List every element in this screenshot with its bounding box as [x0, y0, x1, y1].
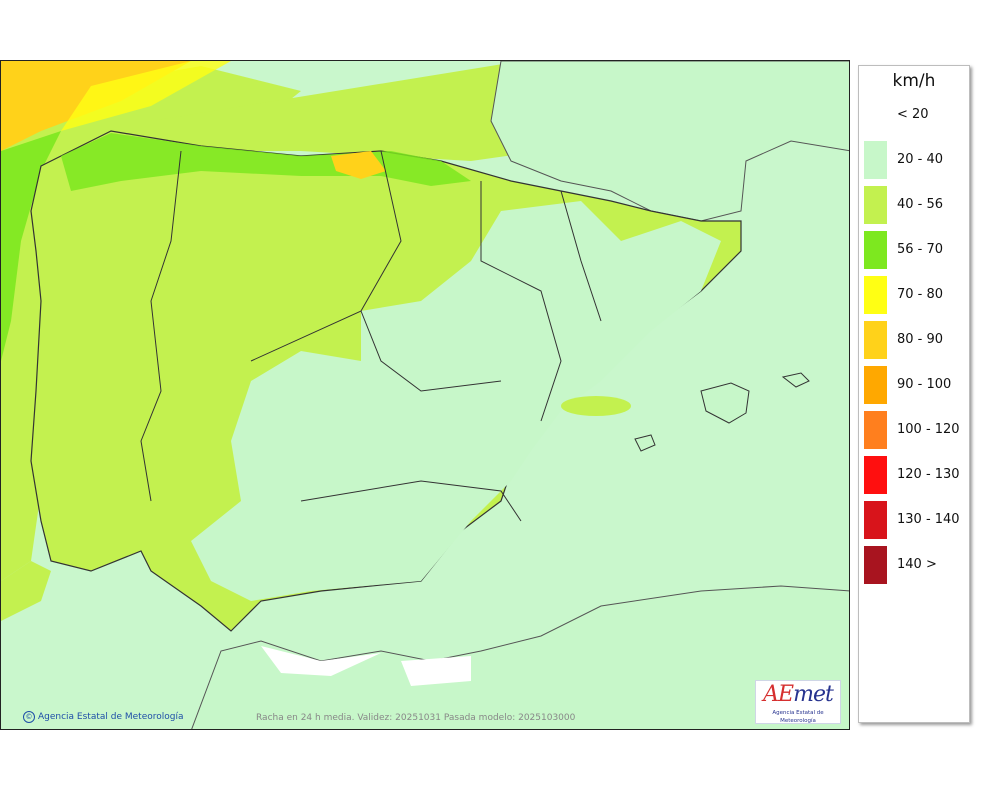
africa-coast-band-2 — [401, 656, 471, 686]
legend-item: 130 - 140 — [864, 501, 969, 539]
legend-swatch — [864, 186, 887, 224]
north-africa-land — [191, 585, 849, 729]
legend-swatch — [864, 231, 887, 269]
mediterranean-gust-patch — [561, 396, 631, 416]
legend-label: 40 - 56 — [897, 197, 944, 212]
legend-label: 140 > — [897, 557, 937, 572]
copyright-icon: © — [23, 711, 35, 723]
africa-coast-band — [261, 646, 381, 676]
copyright-text: Agencia Estatal de Meteorología — [38, 712, 184, 722]
legend-item: 70 - 80 — [864, 276, 969, 314]
legend-title: km/h — [892, 71, 936, 91]
central-low-gust-area — [191, 201, 721, 601]
legend-swatch — [864, 96, 887, 134]
legend-item: 56 - 70 — [864, 231, 969, 269]
logo-brand: AEmet — [763, 682, 834, 707]
ibiza — [634, 434, 656, 452]
legend-item: 120 - 130 — [864, 456, 969, 494]
legend-item: 140 > — [864, 546, 969, 584]
legend-item: < 20 — [864, 96, 969, 134]
legend-item: 40 - 56 — [864, 186, 969, 224]
legend-label: 100 - 120 — [897, 422, 960, 437]
legend-panel: km/h < 20 20 - 40 40 - 56 56 - 70 70 - 80 80 … — [858, 65, 970, 723]
legend-swatch — [864, 276, 887, 314]
wind-gust-map: © Agencia Estatal de Meteorología Racha … — [0, 60, 850, 730]
aemet-logo: AEmet Agencia Estatal de Meteorología — [755, 680, 841, 724]
legend-swatch — [864, 366, 887, 404]
legend-swatch — [864, 501, 887, 539]
northwest-yellow-gust — [61, 61, 231, 131]
legend-label: 80 - 90 — [897, 332, 944, 347]
region-borders — [140, 150, 602, 522]
map-graphic — [1, 61, 849, 729]
legend-item: 80 - 90 — [864, 321, 969, 359]
legend-label: 70 - 80 — [897, 287, 944, 302]
cantabrian-yellow-gust — [331, 151, 386, 179]
legend-swatch — [864, 456, 887, 494]
south-atlantic-band — [1, 561, 51, 621]
logo-subtitle: Agencia Estatal de Meteorología — [772, 710, 824, 724]
mallorca — [700, 382, 750, 424]
legend-label: 56 - 70 — [897, 242, 944, 257]
copyright-notice: © Agencia Estatal de Meteorología — [23, 711, 184, 723]
map-caption: Racha en 24 h media. Validez: 20251031 P… — [256, 713, 576, 723]
legend-swatch — [864, 141, 887, 179]
north-coast-strong-gust — [61, 133, 471, 191]
legend-label: 20 - 40 — [897, 152, 944, 167]
legend-label: 120 - 130 — [897, 467, 960, 482]
legend-label: 130 - 140 — [897, 512, 960, 527]
legend-swatch — [864, 321, 887, 359]
legend-item: 100 - 120 — [864, 411, 969, 449]
legend-label: 90 - 100 — [897, 377, 952, 392]
legend-item: 90 - 100 — [864, 366, 969, 404]
legend-item: 20 - 40 — [864, 141, 969, 179]
atlantic-coastal-band — [1, 131, 61, 361]
legend-label: < 20 — [897, 107, 929, 122]
legend-swatch — [864, 546, 887, 584]
legend-swatch — [864, 411, 887, 449]
france-land — [490, 61, 849, 222]
menorca — [781, 372, 810, 388]
